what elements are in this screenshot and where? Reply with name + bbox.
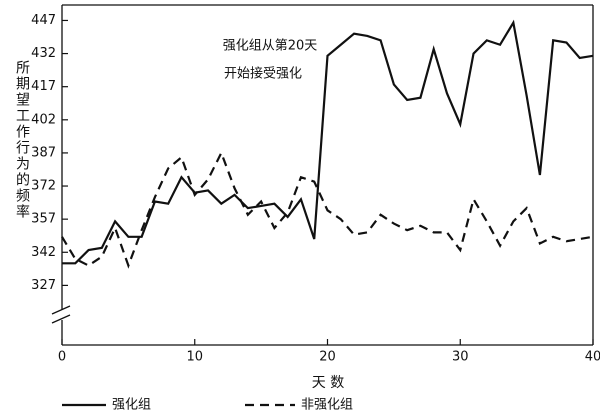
x-tick-label: 40 bbox=[585, 350, 600, 365]
y-tick-label: 417 bbox=[31, 79, 56, 94]
series-line bbox=[62, 19, 594, 265]
x-tick-label: 20 bbox=[319, 350, 336, 365]
y-tick-label: 432 bbox=[31, 46, 56, 61]
x-tick-label: 10 bbox=[186, 350, 203, 365]
y-tick-label: 387 bbox=[31, 145, 56, 160]
y-axis-label: 所期望工作行为的频率 bbox=[14, 60, 30, 220]
annotation: 强化组从第20天 bbox=[223, 39, 318, 54]
legend-label: 非强化组 bbox=[301, 398, 353, 413]
x-tick-label: 0 bbox=[58, 350, 66, 365]
axis-break bbox=[51, 314, 71, 324]
annotation: 开始接受强化 bbox=[224, 66, 302, 82]
y-tick-label: 327 bbox=[31, 278, 56, 293]
series-line bbox=[61, 150, 594, 269]
x-tick-label: 30 bbox=[452, 350, 469, 365]
y-tick-label: 372 bbox=[31, 179, 56, 194]
y-tick-label: 447 bbox=[31, 13, 56, 28]
legend-label: 强化组 bbox=[112, 398, 151, 413]
y-tick-label: 342 bbox=[31, 245, 56, 260]
y-tick-label: 402 bbox=[31, 112, 56, 127]
axis-break bbox=[51, 305, 71, 315]
y-tick-label: 357 bbox=[31, 212, 56, 227]
x-axis-label: 天 数 bbox=[312, 375, 344, 391]
